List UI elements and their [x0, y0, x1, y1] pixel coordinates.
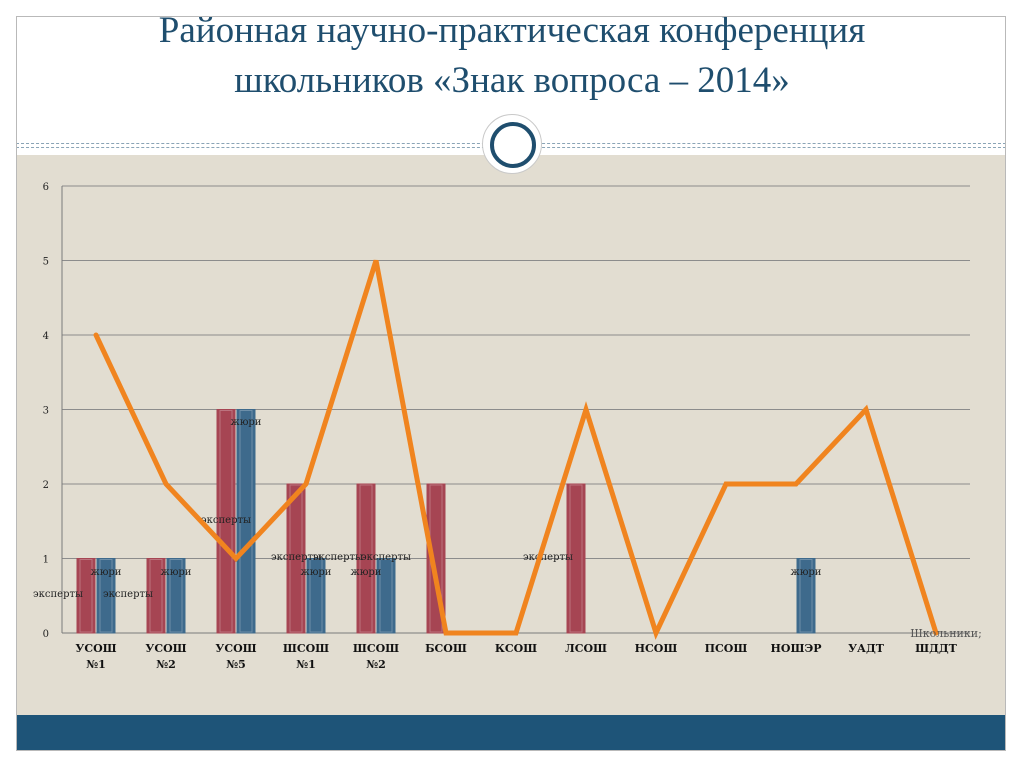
- footer-band: [16, 715, 1006, 751]
- x-tick-label: ШСОШ: [353, 642, 399, 655]
- data-label-эксперты: эксперты: [523, 552, 573, 563]
- bar-highlight: [799, 559, 813, 633]
- y-tick-label: 2: [43, 480, 49, 491]
- x-tick-label: №1: [296, 658, 316, 671]
- bar-эксперты: [216, 409, 236, 634]
- x-tick-label: №2: [366, 658, 386, 671]
- decorative-ring-icon: [482, 114, 542, 174]
- bar-highlight: [309, 559, 323, 633]
- data-label-эксперты: эксперты: [361, 552, 411, 563]
- bar-highlight: [79, 559, 93, 633]
- data-label-жюри: жюри: [301, 567, 332, 578]
- data-label-эксперты: эксперты: [201, 515, 251, 526]
- x-tick-label: ПСОШ: [705, 642, 748, 655]
- bar-жюри: [306, 558, 326, 634]
- x-tick-label: НОШЭР: [771, 642, 822, 655]
- bar-highlight: [569, 484, 583, 633]
- x-tick-label: УСОШ: [215, 642, 256, 655]
- bar-highlight: [219, 410, 233, 633]
- bar-жюри: [376, 558, 396, 634]
- bar-эксперты: [356, 483, 376, 634]
- data-label-жюри: жюри: [91, 567, 122, 578]
- bar-highlight: [149, 559, 163, 633]
- y-tick-label: 6: [43, 182, 49, 193]
- x-tick-label: ЛСОШ: [565, 642, 607, 655]
- bar-highlight: [289, 484, 303, 633]
- data-label-эксперты: эксперты: [33, 589, 83, 600]
- bar-жюри: [166, 558, 186, 634]
- data-label-жюри: жюри: [231, 417, 262, 428]
- data-label-эксперты: эксперты: [103, 589, 153, 600]
- x-tick-label: ШДДТ: [915, 642, 958, 655]
- x-tick-label: ШСОШ: [283, 642, 329, 655]
- bar-эксперты: [566, 483, 586, 634]
- slide-title-line-2: школьников «Знак вопроса – 2014»: [234, 60, 790, 101]
- y-tick-label: 1: [43, 555, 49, 566]
- y-tick-label: 3: [43, 406, 49, 417]
- bar-highlight: [169, 559, 183, 633]
- line-annotation: Школьники;: [910, 627, 982, 640]
- y-tick-label: 4: [43, 331, 49, 342]
- x-tick-label: КСОШ: [495, 642, 537, 655]
- bar-highlight: [379, 559, 393, 633]
- x-tick-label: №5: [226, 658, 246, 671]
- bar-эксперты: [76, 558, 96, 634]
- bar-эксперты: [146, 558, 166, 634]
- x-tick-label: НСОШ: [635, 642, 678, 655]
- data-label-эксперты: эксперты: [313, 552, 363, 563]
- data-label-жюри: жюри: [351, 567, 382, 578]
- x-tick-label: №1: [86, 658, 106, 671]
- bar-жюри: [236, 409, 256, 634]
- x-tick-label: УСОШ: [75, 642, 116, 655]
- y-tick-label: 5: [43, 257, 49, 268]
- bar-highlight: [359, 484, 373, 633]
- data-label-жюри: жюри: [791, 567, 822, 578]
- x-tick-label: №2: [156, 658, 176, 671]
- bar-жюри: [796, 558, 816, 634]
- x-tick-label: БСОШ: [425, 642, 467, 655]
- bar-жюри: [96, 558, 116, 634]
- data-label-жюри: жюри: [161, 567, 192, 578]
- data-label-эксперты: эксперты: [271, 552, 321, 563]
- bar-highlight: [239, 410, 253, 633]
- x-tick-label: УАДТ: [848, 642, 885, 655]
- y-tick-label: 0: [43, 629, 49, 640]
- x-tick-label: УСОШ: [145, 642, 186, 655]
- bar-эксперты: [286, 483, 306, 634]
- bar-highlight: [99, 559, 113, 633]
